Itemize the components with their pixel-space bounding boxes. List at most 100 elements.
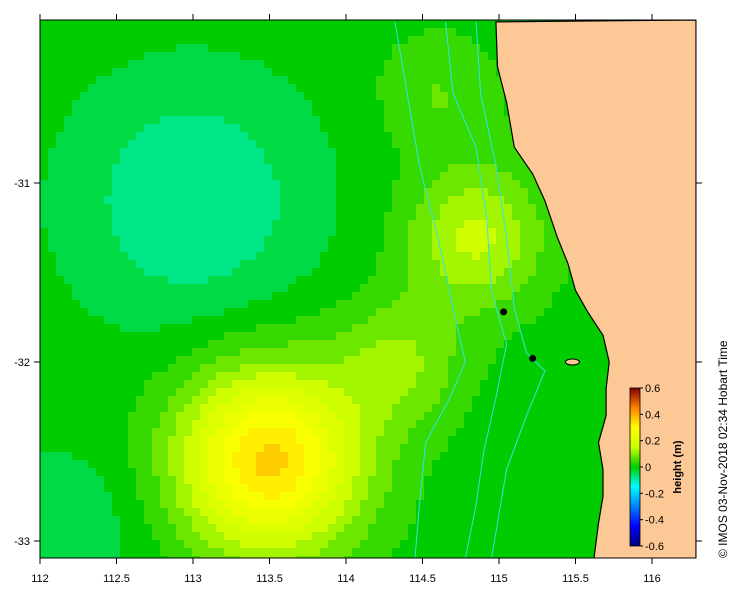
field-cell xyxy=(328,228,337,237)
field-cell xyxy=(360,68,369,77)
field-cell xyxy=(304,84,313,93)
field-cell xyxy=(56,276,65,285)
field-cell xyxy=(400,68,409,77)
field-cell xyxy=(224,100,233,109)
field-cell xyxy=(432,324,441,333)
field-cell xyxy=(504,124,513,133)
field-cell xyxy=(344,308,353,317)
field-cell xyxy=(272,108,281,117)
field-cell xyxy=(240,60,249,69)
field-cell xyxy=(544,284,553,293)
field-cell xyxy=(64,140,73,149)
field-cell xyxy=(264,332,273,341)
field-cell xyxy=(480,260,489,269)
field-cell xyxy=(400,28,409,37)
field-cell xyxy=(176,28,185,37)
field-cell xyxy=(392,228,401,237)
field-cell xyxy=(352,316,361,325)
field-cell xyxy=(568,284,577,293)
field-cell xyxy=(104,300,113,309)
field-cell xyxy=(224,348,233,357)
field-cell xyxy=(272,244,281,253)
field-cell xyxy=(48,476,57,485)
field-cell xyxy=(216,292,225,301)
field-cell xyxy=(480,452,489,461)
field-cell xyxy=(496,172,505,181)
field-cell xyxy=(56,68,65,77)
field-cell xyxy=(528,300,537,309)
field-cell xyxy=(432,284,441,293)
field-cell xyxy=(576,388,585,397)
field-cell xyxy=(128,468,137,477)
field-cell xyxy=(104,364,113,373)
field-cell xyxy=(328,396,337,405)
field-cell xyxy=(328,316,337,325)
field-cell xyxy=(88,428,97,437)
field-cell xyxy=(296,148,305,157)
field-cell xyxy=(296,348,305,357)
field-cell xyxy=(80,348,89,357)
field-cell xyxy=(280,316,289,325)
field-cell xyxy=(224,300,233,309)
field-cell xyxy=(120,28,129,37)
field-cell xyxy=(168,332,177,341)
field-cell xyxy=(488,172,497,181)
field-cell xyxy=(296,316,305,325)
field-cell xyxy=(288,244,297,253)
field-cell xyxy=(104,316,113,325)
field-cell xyxy=(280,188,289,197)
field-cell xyxy=(112,156,121,165)
field-cell xyxy=(496,428,505,437)
field-cell xyxy=(152,404,161,413)
field-cell xyxy=(56,476,65,485)
field-cell xyxy=(440,252,449,261)
field-cell xyxy=(184,116,193,125)
field-cell xyxy=(144,396,153,405)
field-cell xyxy=(200,452,209,461)
field-cell xyxy=(424,124,433,133)
field-cell xyxy=(456,260,465,269)
field-cell xyxy=(392,156,401,165)
field-cell xyxy=(416,420,425,429)
field-cell xyxy=(336,316,345,325)
field-cell xyxy=(360,52,369,61)
field-cell xyxy=(456,268,465,277)
field-cell xyxy=(176,172,185,181)
field-cell xyxy=(496,324,505,333)
field-cell xyxy=(320,340,329,349)
field-cell xyxy=(96,348,105,357)
field-cell xyxy=(448,420,457,429)
field-cell xyxy=(480,468,489,477)
field-cell xyxy=(384,164,393,173)
field-cell xyxy=(472,436,481,445)
field-cell xyxy=(584,364,593,373)
field-cell xyxy=(496,476,505,485)
field-cell xyxy=(56,196,65,205)
field-cell xyxy=(176,276,185,285)
field-cell xyxy=(416,204,425,213)
field-cell xyxy=(360,100,369,109)
field-cell xyxy=(232,116,241,125)
field-cell xyxy=(144,332,153,341)
field-cell xyxy=(120,60,129,69)
field-cell xyxy=(328,180,337,189)
field-cell xyxy=(240,492,249,501)
field-cell xyxy=(168,364,177,373)
field-cell xyxy=(200,188,209,197)
field-cell xyxy=(392,348,401,357)
field-cell xyxy=(560,412,569,421)
field-cell xyxy=(368,332,377,341)
field-cell xyxy=(536,324,545,333)
field-cell xyxy=(488,148,497,157)
field-cell xyxy=(264,268,273,277)
field-cell xyxy=(344,348,353,357)
field-cell xyxy=(368,52,377,61)
field-cell xyxy=(408,204,417,213)
field-cell xyxy=(152,92,161,101)
field-cell xyxy=(472,268,481,277)
field-cell xyxy=(288,164,297,173)
field-cell xyxy=(384,348,393,357)
field-cell xyxy=(560,388,569,397)
field-cell xyxy=(200,444,209,453)
field-cell xyxy=(376,236,385,245)
